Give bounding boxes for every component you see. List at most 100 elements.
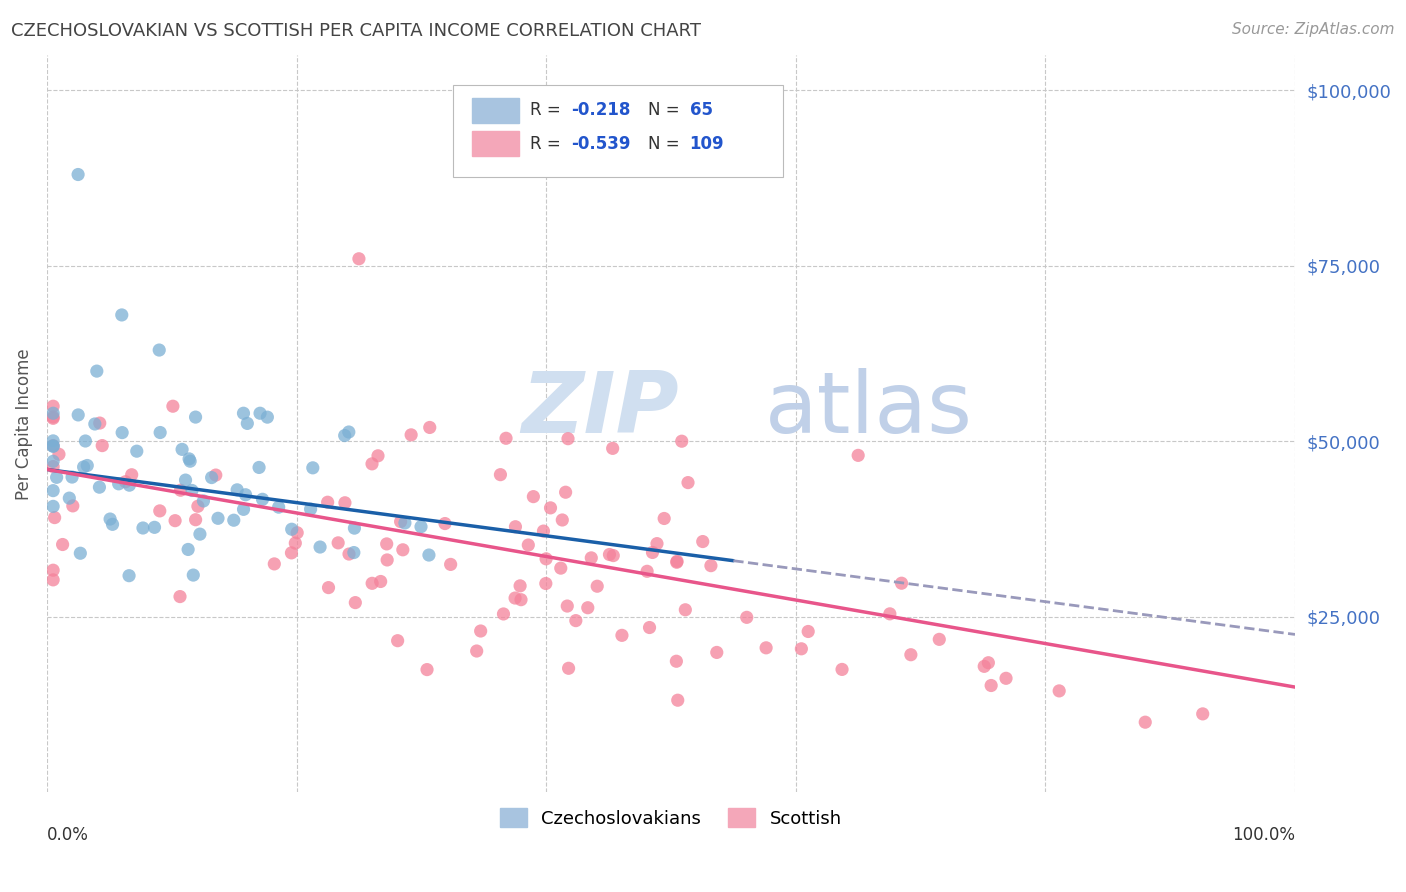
Point: [503, 591, 526, 605]
Point: [118, 568, 141, 582]
Point: [318, 581, 340, 595]
Point: [118, 478, 141, 492]
Point: [347, 252, 370, 266]
Point: [534, 576, 557, 591]
Text: atlas: atlas: [765, 368, 973, 450]
Point: [114, 475, 136, 489]
Point: [977, 656, 1000, 670]
Point: [132, 521, 155, 535]
Point: [42, 399, 65, 413]
Point: [328, 536, 350, 550]
Point: [45, 470, 67, 484]
Point: [42, 434, 65, 448]
Point: [83, 417, 105, 431]
Point: [148, 343, 170, 357]
Text: -0.218: -0.218: [571, 102, 630, 120]
Point: [179, 454, 201, 468]
Point: [193, 494, 215, 508]
Point: [375, 537, 398, 551]
Point: [533, 524, 555, 538]
Point: [174, 473, 197, 487]
Point: [610, 628, 633, 642]
Point: [58, 491, 80, 505]
Point: [581, 550, 603, 565]
Point: [42, 439, 65, 453]
Point: [706, 645, 728, 659]
Point: [399, 428, 422, 442]
Point: [179, 451, 201, 466]
Point: [900, 648, 922, 662]
Point: [184, 513, 207, 527]
Point: [111, 425, 134, 440]
Point: [76, 458, 98, 473]
FancyBboxPatch shape: [453, 85, 783, 177]
Point: [495, 431, 517, 445]
Point: [89, 480, 111, 494]
Point: [676, 475, 699, 490]
Point: [121, 467, 143, 482]
Point: [831, 662, 853, 676]
Text: ZIP: ZIP: [522, 368, 679, 450]
Point: [638, 620, 661, 634]
Point: [636, 564, 658, 578]
Point: [149, 504, 172, 518]
Point: [285, 525, 308, 540]
Point: [419, 420, 441, 434]
Point: [565, 614, 588, 628]
Point: [169, 483, 191, 498]
Point: [995, 671, 1018, 685]
Point: [280, 546, 302, 560]
Point: [333, 496, 356, 510]
Point: [256, 410, 278, 425]
Point: [1135, 715, 1157, 730]
Text: 109: 109: [690, 135, 724, 153]
Point: [249, 406, 271, 420]
Point: [666, 693, 689, 707]
Point: [165, 514, 187, 528]
Point: [337, 425, 360, 439]
Text: -0.539: -0.539: [571, 135, 631, 153]
Point: [184, 410, 207, 425]
Point: [111, 308, 134, 322]
Point: [252, 492, 274, 507]
Point: [72, 460, 94, 475]
Point: [222, 513, 245, 527]
Point: [42, 483, 65, 498]
Point: [416, 663, 439, 677]
Point: [263, 557, 285, 571]
Point: [98, 512, 121, 526]
Point: [980, 679, 1002, 693]
Point: [42, 573, 65, 587]
Point: [1191, 706, 1213, 721]
Point: [671, 434, 693, 449]
Point: [187, 500, 209, 514]
Text: R =: R =: [530, 135, 565, 153]
Point: [42, 454, 65, 468]
Point: [181, 483, 204, 498]
Point: [181, 568, 204, 582]
Point: [692, 534, 714, 549]
Point: [392, 542, 415, 557]
Point: [361, 576, 384, 591]
Text: 65: 65: [690, 102, 713, 120]
Point: [361, 457, 384, 471]
Point: [48, 447, 70, 461]
Point: [510, 592, 533, 607]
Point: [143, 520, 166, 534]
Point: [602, 442, 624, 456]
Point: [540, 500, 562, 515]
Point: [387, 633, 409, 648]
Text: Source: ZipAtlas.com: Source: ZipAtlas.com: [1232, 22, 1395, 37]
Point: [42, 459, 65, 474]
Point: [1047, 684, 1070, 698]
Text: N =: N =: [648, 102, 685, 120]
Point: [343, 521, 366, 535]
Point: [890, 576, 912, 591]
Point: [44, 510, 66, 524]
FancyBboxPatch shape: [472, 131, 519, 156]
Point: [201, 470, 224, 484]
Point: [517, 538, 540, 552]
Point: [551, 513, 574, 527]
Point: [645, 536, 668, 550]
Point: [67, 168, 90, 182]
